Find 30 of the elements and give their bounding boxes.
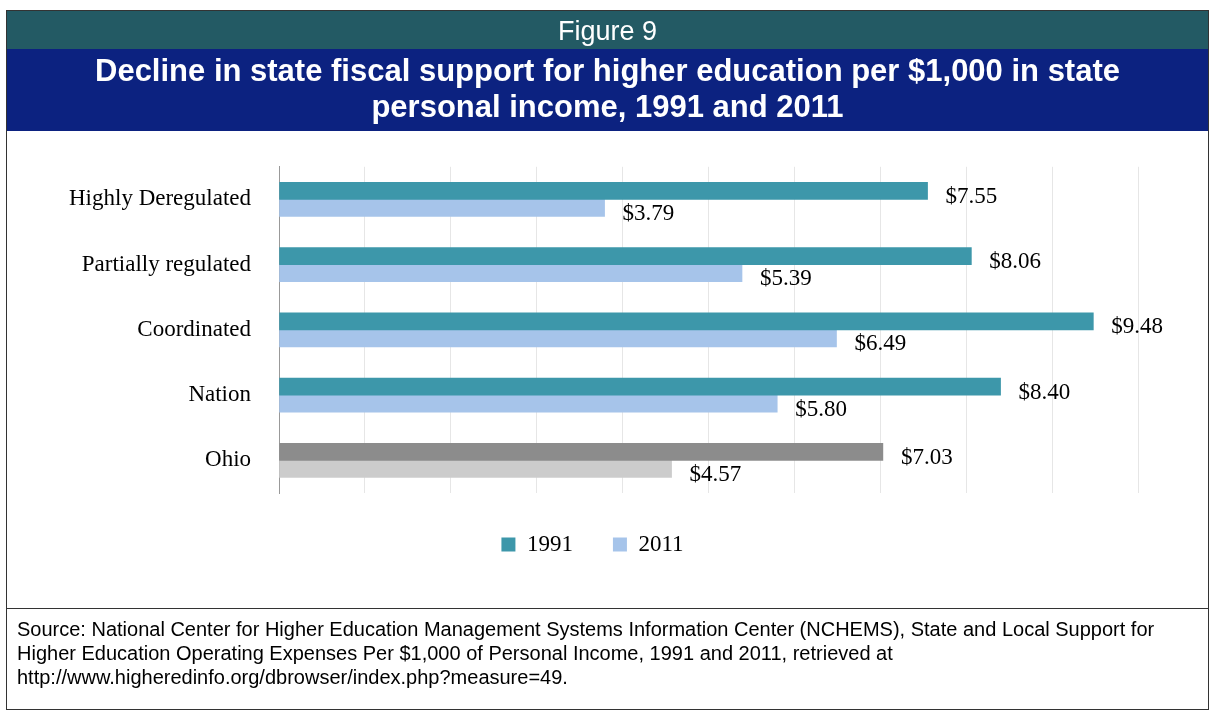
bar bbox=[279, 460, 672, 478]
y-tick-label: Nation bbox=[188, 381, 252, 407]
data-label: $8.06 bbox=[989, 248, 1042, 274]
bar bbox=[279, 264, 743, 282]
data-label: $7.03 bbox=[900, 443, 953, 469]
y-tick-label: Partially regulated bbox=[81, 250, 252, 276]
data-label: $6.49 bbox=[854, 330, 907, 356]
bar bbox=[279, 199, 605, 217]
chart-title: Figure 9 bbox=[7, 11, 1208, 49]
data-label: $7.55 bbox=[945, 182, 998, 208]
data-label: $5.80 bbox=[795, 395, 847, 421]
data-label: $5.39 bbox=[760, 265, 812, 291]
bar bbox=[279, 377, 1001, 396]
data-label: $3.79 bbox=[622, 199, 675, 225]
data-label: $8.40 bbox=[1018, 378, 1071, 404]
source-note: Source: National Center for Higher Education Management Systems Information Center (NCHEMS), State and Local Support for Higher Education Operating Expenses Per $1,000 of Personal Income, 1991 and 2011, retrieved at http://www.higheredinfo.org/dbrowser/index.php?measure=49. bbox=[7, 608, 1208, 697]
bar bbox=[279, 443, 884, 461]
bar bbox=[279, 247, 972, 265]
bar bbox=[279, 394, 778, 413]
data-label: $4.57 bbox=[689, 460, 742, 486]
legend-label: 1991 bbox=[526, 530, 573, 556]
bar bbox=[279, 312, 1094, 331]
data-label: $9.48 bbox=[1111, 313, 1164, 339]
y-tick-label: Coordinated bbox=[137, 315, 252, 341]
legend-label: 2011 bbox=[638, 530, 684, 556]
y-tick-label: Ohio bbox=[205, 446, 252, 472]
bar bbox=[279, 329, 837, 348]
bar bbox=[279, 182, 928, 200]
y-tick-label: Highly Deregulated bbox=[68, 185, 252, 211]
chart-subtitle: Decline in state fiscal support for higher education per $1,000 in state personal income, 1991 and 2011 bbox=[7, 49, 1208, 131]
